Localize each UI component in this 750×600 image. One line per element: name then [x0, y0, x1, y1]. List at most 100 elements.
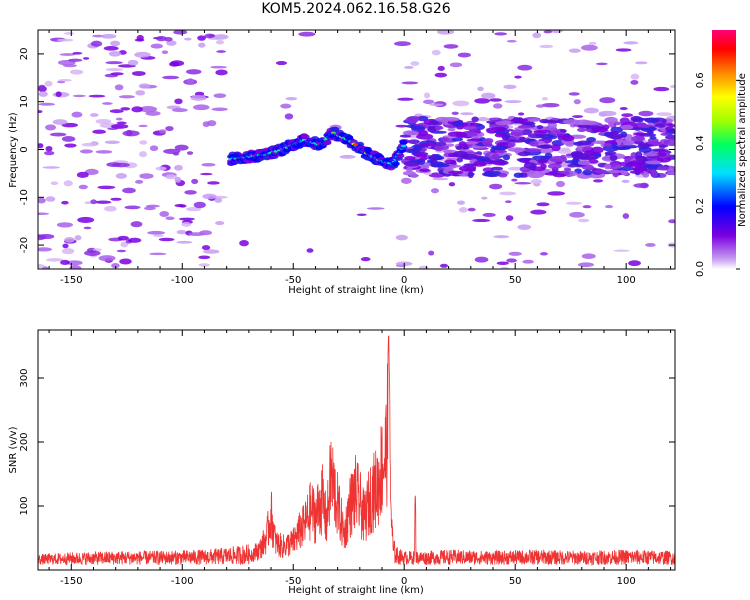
- heatmap-cell: [576, 127, 587, 132]
- heatmap-cell: [494, 133, 506, 138]
- heatmap-cell: [500, 266, 510, 269]
- heatmap-cell: [68, 58, 83, 62]
- heatmap-cell: [176, 229, 187, 235]
- heatmap-cell: [116, 249, 127, 253]
- heatmap-cell: [511, 178, 518, 182]
- heatmap-cell: [50, 181, 59, 186]
- heatmap-cell: [514, 75, 522, 79]
- heatmap-cell: [105, 61, 123, 65]
- heatmap-cell: [38, 91, 48, 97]
- heatmap-cell: [603, 143, 612, 147]
- heatmap-cell: [458, 165, 477, 172]
- heatmap-cell: [38, 264, 45, 269]
- heatmap-cell: [116, 121, 127, 125]
- heatmap-cell: [61, 122, 79, 128]
- heatmap-cell: [239, 239, 249, 247]
- heatmap-cell: [510, 129, 524, 137]
- heatmap-cell: [473, 160, 486, 167]
- heatmap-cell: [200, 172, 213, 176]
- heatmap-cell: [404, 156, 416, 161]
- heatmap-cell: [134, 51, 151, 58]
- heatmap-cell: [66, 260, 83, 266]
- heatmap-cell: [44, 124, 57, 131]
- heatmap-cell: [535, 104, 545, 108]
- heatmap-cell: [216, 50, 227, 53]
- heatmap-cell: [115, 172, 127, 179]
- heatmap-cell: [419, 157, 428, 161]
- heatmap-cell: [395, 234, 408, 241]
- heatmap-cell: [481, 196, 488, 200]
- heatmap-cell: [436, 30, 455, 35]
- heatmap-cell: [215, 69, 228, 76]
- heatmap-cell: [442, 117, 460, 122]
- heatmap-cell: [186, 151, 194, 155]
- heatmap-cell: [645, 160, 662, 165]
- heatmap-cell: [38, 234, 46, 241]
- heatmap-cell: [38, 110, 43, 114]
- heatmap-cell: [595, 62, 608, 66]
- heatmap-cell: [169, 61, 180, 67]
- heatmap-cell: [74, 235, 82, 241]
- heatmap-cell: [72, 94, 86, 98]
- heatmap-cell: [503, 84, 517, 89]
- heatmap-cell: [551, 144, 561, 152]
- heatmap-cell: [174, 176, 182, 183]
- heatmap-cell: [535, 159, 549, 163]
- heatmap-cell: [647, 138, 659, 143]
- heatmap-cell: [541, 102, 560, 108]
- heatmap-cell: [366, 207, 385, 210]
- heatmap-cell: [110, 72, 124, 76]
- heatmap-cell: [635, 61, 648, 65]
- heatmap-cell: [633, 132, 648, 136]
- heatmap-cell: [430, 188, 440, 194]
- snr-y-axis: 100 200 300: [19, 368, 675, 516]
- heatmap-cell: [573, 99, 581, 105]
- heatmap-cell: [211, 107, 228, 112]
- heatmap-cell: [147, 230, 166, 235]
- heatmap-cell: [165, 126, 174, 132]
- heatmap-cell: [620, 166, 635, 171]
- heatmap-cell: [397, 97, 414, 101]
- heatmap-cell: [510, 118, 528, 123]
- heatmap-cell: [438, 145, 450, 150]
- colorbar: 0.0 0.2 0.4 0.6 Normalized spectral amplitu…: [695, 30, 748, 277]
- heatmap-cell: [649, 135, 657, 140]
- heatmap-cell: [38, 143, 44, 149]
- heatmap-cell: [119, 258, 132, 265]
- heatmap-cell: [427, 125, 437, 133]
- heatmap-cell: [434, 163, 450, 168]
- heatmap-cell: [460, 112, 474, 116]
- spectrogram-ytick-label: 20: [19, 48, 30, 61]
- heatmap-cell: [651, 148, 666, 152]
- spectrogram-xlabel: Height of straight line (km): [288, 285, 424, 296]
- heatmap-cell: [517, 224, 531, 230]
- heatmap-cell: [550, 30, 563, 34]
- heatmap-cell: [467, 207, 476, 212]
- heatmap-cell: [198, 255, 211, 260]
- heatmap-cell: [178, 217, 195, 221]
- heatmap-cell: [498, 173, 508, 178]
- heatmap-cell: [499, 191, 517, 196]
- heatmap-cell: [505, 215, 514, 221]
- heatmap-cell: [100, 33, 117, 39]
- spectrogram-xtick-label: -100: [171, 275, 194, 286]
- heatmap-cell: [477, 117, 489, 122]
- heatmap-cell: [97, 185, 116, 190]
- heatmap-cell: [174, 144, 189, 151]
- heatmap-cell: [418, 130, 428, 137]
- heatmap-cell: [284, 113, 294, 120]
- heatmap-cell: [663, 139, 675, 147]
- heatmap-cell: [654, 123, 666, 128]
- heatmap-cell: [581, 253, 596, 259]
- snr-xtick-label: 100: [617, 576, 636, 587]
- heatmap-cell: [149, 252, 167, 256]
- heatmap-cell: [181, 222, 192, 227]
- heatmap-cell: [131, 106, 143, 113]
- heatmap-cell: [630, 80, 639, 85]
- heatmap-cell: [577, 160, 591, 166]
- heatmap-cell: [569, 211, 585, 218]
- heatmap-cell: [527, 118, 540, 122]
- spectrogram-xtick-label: -50: [285, 275, 301, 286]
- heatmap-cell: [505, 200, 512, 204]
- heatmap-cell: [514, 181, 532, 185]
